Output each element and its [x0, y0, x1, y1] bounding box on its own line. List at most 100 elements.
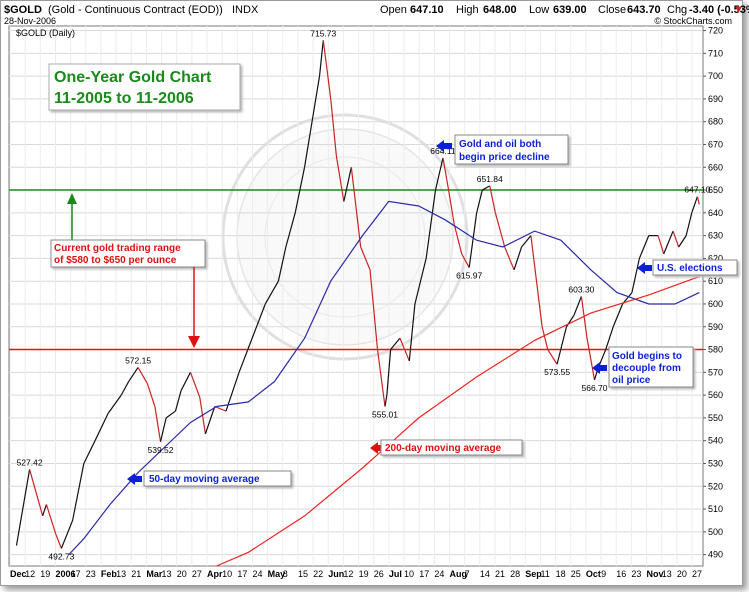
x-tick-label: 12 — [25, 569, 35, 579]
data-label: 615.97 — [456, 271, 482, 281]
data-label: 555.01 — [372, 409, 398, 419]
price-segment — [513, 246, 523, 270]
ma50-line — [68, 200, 700, 556]
price-segment — [631, 258, 640, 293]
price-segment — [189, 372, 201, 398]
x-tick-label: 12 — [343, 569, 353, 579]
y-axis: 490 500 510 520 530 540 550 560 570 580 590 600 610 6… — [703, 26, 723, 560]
price-segment — [28, 469, 44, 517]
left-arrow-icon — [592, 362, 607, 374]
price-segment — [696, 196, 700, 205]
x-tick-label: 19 — [40, 569, 50, 579]
annotation-decouple: Gold begins to decouple from oil price — [592, 346, 694, 388]
chg-down-arrow-icon: ▼ — [733, 4, 744, 16]
x-tick-label: 17 — [237, 569, 247, 579]
y-tick-label: 530 — [708, 458, 723, 468]
price-segment — [573, 296, 582, 316]
price-segment — [663, 230, 674, 255]
x-tick-label: 21 — [495, 569, 505, 579]
y-tick-label: 560 — [708, 390, 723, 400]
x-tick-label: May — [268, 569, 286, 579]
x-tick-label: 15 — [298, 569, 308, 579]
y-tick-label: 490 — [708, 550, 723, 560]
price-segment — [264, 280, 279, 305]
y-tick-label: 610 — [708, 276, 723, 286]
price-segment — [434, 157, 444, 191]
title-box: One-Year Gold Chart 11-2005 to 11-2006 — [48, 63, 241, 111]
price-segment — [461, 253, 470, 268]
price-segment — [165, 410, 176, 419]
price-segment — [414, 258, 427, 305]
series-label: $GOLD (Daily) — [16, 28, 75, 38]
price-segment — [386, 349, 392, 396]
y-tick-label: 520 — [708, 481, 723, 491]
price-segment — [45, 504, 57, 535]
price-segment — [174, 390, 182, 412]
low-value: 639.00 — [553, 4, 587, 16]
price-segment — [448, 189, 455, 225]
price-segment — [425, 189, 437, 259]
chg-label: Chg — [667, 4, 687, 16]
data-label: 603.30 — [568, 284, 594, 294]
price-segment — [468, 212, 478, 268]
price-segment — [442, 157, 450, 191]
x-tick-label: 17 — [71, 569, 81, 579]
price-segment — [678, 235, 687, 248]
left-arrow-icon — [637, 262, 652, 274]
price-segment — [55, 533, 62, 549]
price-segment — [494, 212, 506, 248]
price-segment — [476, 189, 483, 213]
x-tick-label: Apr — [207, 569, 223, 579]
data-label: 492.73 — [48, 551, 74, 561]
annotation-text-gold-oil: Gold and oil both begin price decline — [459, 139, 550, 163]
price-segment — [547, 349, 558, 365]
close-value: 643.70 — [627, 4, 661, 16]
price-segment — [541, 326, 549, 350]
data-label: 715.73 — [310, 28, 336, 38]
price-segment — [504, 246, 515, 271]
x-tick-label: 9 — [601, 569, 606, 579]
y-tick-label: 600 — [708, 299, 723, 309]
price-segment — [691, 196, 698, 214]
copyright: © StockCharts.com — [654, 16, 732, 26]
y-tick-label: 550 — [708, 413, 723, 423]
annotation-ma50: 50-day moving average — [127, 470, 292, 487]
x-tick-label: 23 — [631, 569, 641, 579]
y-tick-label: 680 — [708, 117, 723, 127]
price-segment — [521, 235, 532, 248]
price-segment — [238, 337, 253, 373]
price-segment — [128, 367, 139, 382]
price-segment — [556, 326, 568, 365]
header-symbol: $GOLD — [4, 4, 42, 16]
down-arrow-icon — [188, 336, 200, 348]
x-tick-label: 11 — [540, 569, 549, 579]
x-tick-label: 13 — [662, 569, 672, 579]
x-tick-label: Jul — [389, 569, 402, 579]
price-segment — [318, 40, 324, 77]
header-exchange: INDX — [232, 4, 259, 16]
price-segment — [453, 224, 463, 254]
y-tick-label: 590 — [708, 322, 723, 332]
price-segment — [154, 406, 162, 442]
price-segment — [330, 98, 337, 156]
y-tick-label: 620 — [708, 253, 723, 263]
chg-value: -3.40 (-0.53%) — [689, 4, 749, 16]
price-segment — [277, 246, 287, 282]
price-segment — [15, 469, 31, 546]
data-label: 527.42 — [17, 457, 43, 467]
price-segment — [408, 303, 416, 361]
x-tick-label: 10 — [222, 569, 232, 579]
y-tick-label: 660 — [708, 162, 723, 172]
price-segment — [612, 303, 624, 327]
x-tick-label: 13 — [116, 569, 126, 579]
price-segment — [586, 338, 596, 380]
price-segment — [285, 212, 296, 248]
price-segment — [343, 167, 352, 202]
price-segment — [376, 349, 386, 407]
price-segment — [180, 372, 191, 391]
data-label: 647.10 — [684, 185, 710, 195]
y-tick-label: 670 — [708, 139, 723, 149]
price-segment — [489, 185, 496, 213]
up-arrow-icon — [67, 193, 77, 204]
